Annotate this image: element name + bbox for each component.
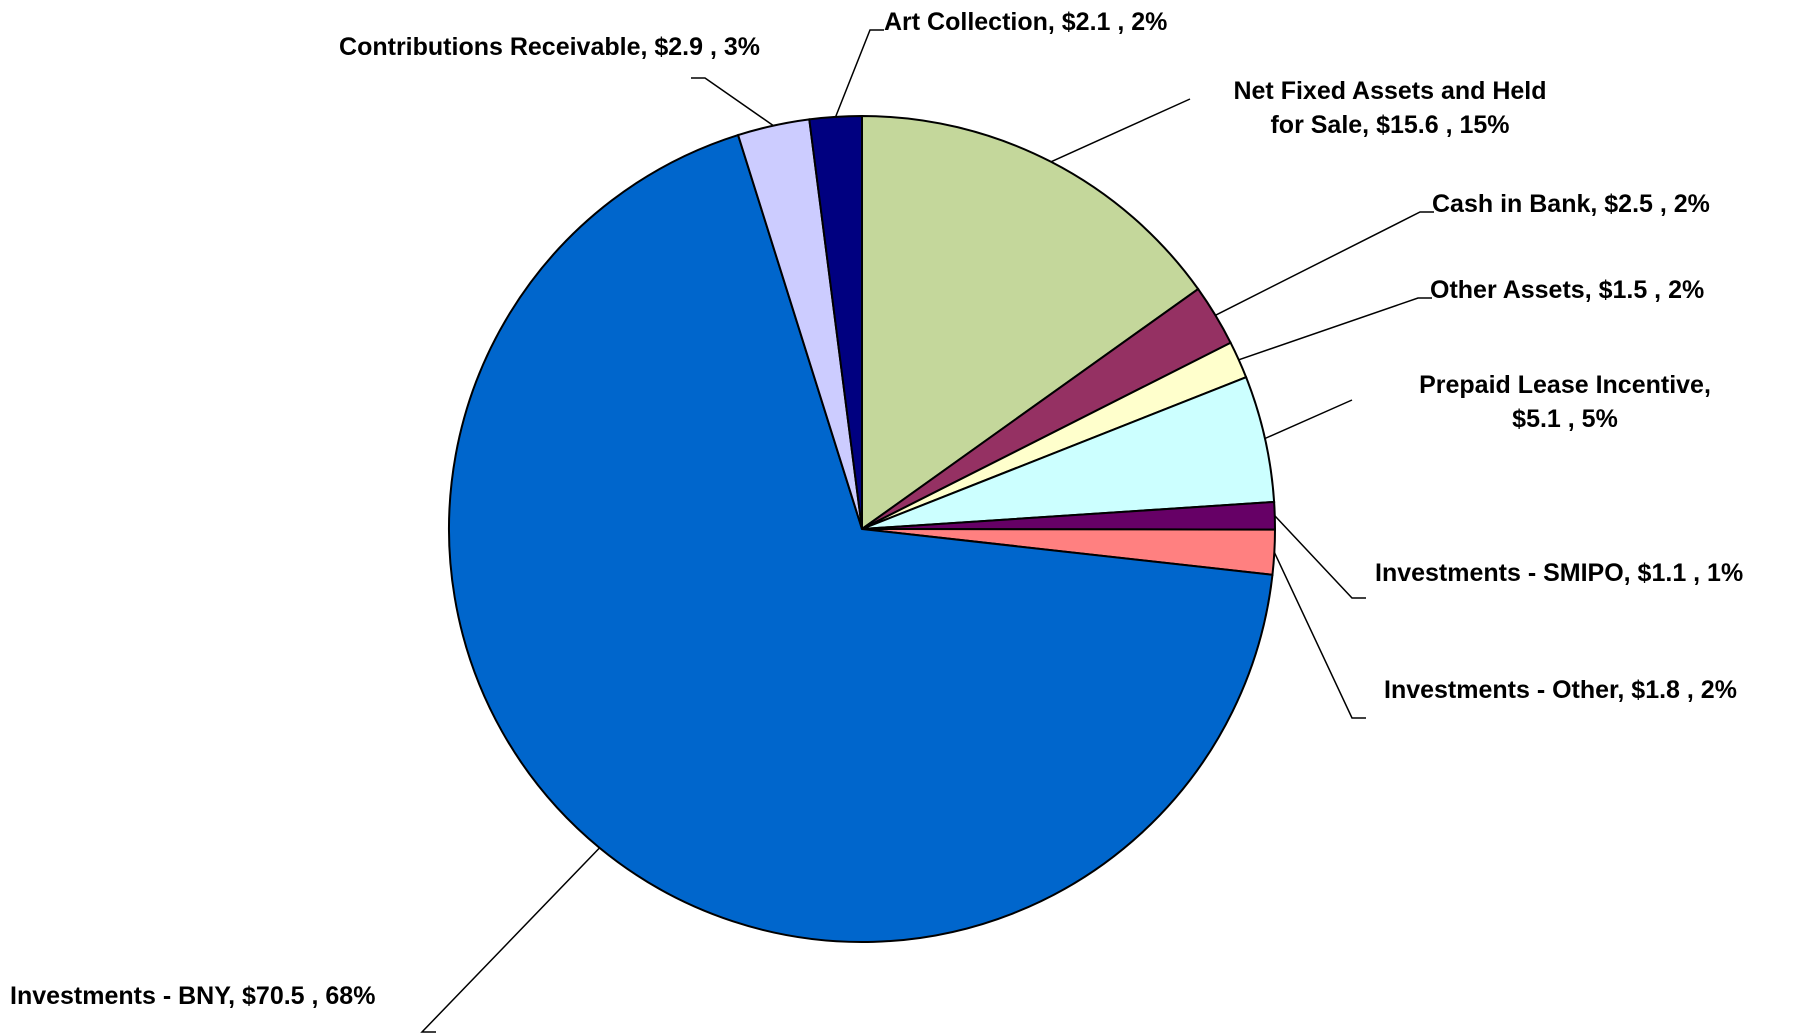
leader-line [1274, 515, 1366, 599]
slice-label: Investments - BNY, $70.5 , 68% [10, 982, 375, 1010]
slice-label: Cash in Bank, $2.5 , 2% [1432, 190, 1710, 218]
slice-label: Contributions Receivable, $2.9 , 3% [339, 33, 760, 61]
slice-label: Other Assets, $1.5 , 2% [1430, 276, 1704, 304]
leader-line [1273, 551, 1366, 719]
leader-line [691, 77, 774, 127]
pie-slice-investments-bny [448, 133, 1274, 943]
leader-line [420, 847, 601, 1033]
leader-lines [420, 29, 1434, 1033]
slice-label: Investments - SMIPO, $1.1 , 1% [1375, 559, 1743, 587]
pie-slices [448, 114, 1277, 943]
slice-labels: Net Fixed Assets and Held for Sale, $15.6… [10, 8, 1743, 1010]
slice-label: Net Fixed Assets and Held for Sale, $15.6… [1233, 77, 1546, 139]
leader-line [834, 29, 884, 118]
leader-line [1238, 297, 1432, 361]
pie-slice-art-collection [808, 114, 863, 530]
slice-label: Art Collection, $2.1 , 2% [884, 8, 1167, 36]
leader-line [1050, 98, 1191, 163]
leader-line [1215, 211, 1434, 316]
slice-label: Investments - Other, $1.8 , 2% [1384, 676, 1737, 704]
slice-label: Prepaid Lease Incentive, $5.1 , 5% [1419, 371, 1711, 433]
leader-line [1264, 399, 1353, 440]
